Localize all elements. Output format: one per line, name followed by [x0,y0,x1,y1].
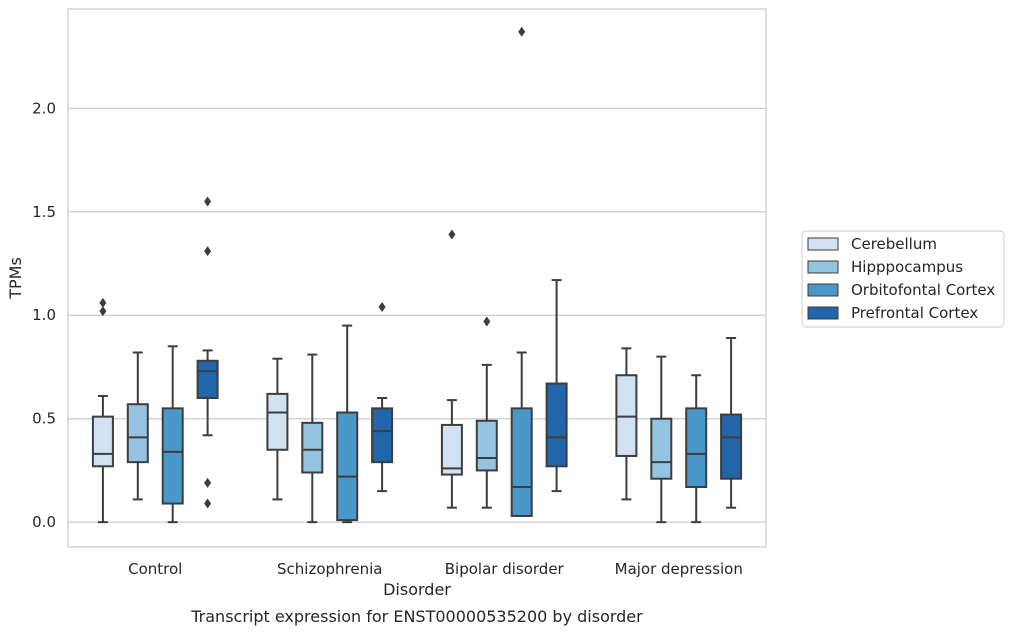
legend-entry: Hipppocampus [851,258,963,276]
y-tick-label: 1.5 [32,203,56,221]
box-series [91,26,743,524]
box-iqr [615,374,638,457]
box-iqr [371,407,394,464]
y-axis-label: TPMs [6,257,25,300]
box-cerebellum [91,297,114,524]
outlier-point [204,246,212,257]
y-tick-label: 0.5 [32,410,56,428]
gridlines [68,107,766,523]
y-tick-labels: 0.0 0.5 1.0 1.5 2.0 [32,99,56,531]
box-cerebellum [266,357,289,501]
legend-swatch [807,283,839,297]
box-iqr [545,382,568,468]
box-hipppocampus [650,355,673,524]
box-prefrontal-cortex [720,337,743,509]
x-tick-labels: Control Schizophrenia Bipolar disorder Majo… [128,560,743,578]
outlier-point [378,301,386,312]
box-iqr [126,403,149,464]
box-orbitofontal-cortex [685,374,708,524]
legend: Cerebellum Hipppocampus Orbitofontal Corte… [801,230,1005,328]
box-iqr [510,407,533,517]
outlier-point [448,229,456,240]
outlier-point [483,316,491,327]
legend-entry: Prefrontal Cortex [851,304,978,322]
box-iqr [301,421,324,474]
x-tick-label: Schizophrenia [277,560,382,578]
outlier-point [99,306,107,317]
box-orbitofontal-cortex [510,26,533,517]
y-tick-label: 0.0 [32,513,56,531]
outlier-point [204,196,212,207]
box-iqr [161,407,184,505]
y-tick-label: 2.0 [32,99,56,117]
plot-area-frame [67,8,767,548]
x-tick-label: Control [128,560,182,578]
box-iqr [650,417,673,480]
box-iqr [91,415,114,468]
legend-swatch [807,306,839,320]
box-cerebellum [440,229,463,509]
box-hipppocampus [126,351,149,501]
box-cerebellum [615,347,638,501]
box-orbitofontal-cortex [336,324,359,524]
legend-swatch [807,260,839,274]
legend-entry: Orbitofontal Cortex [851,281,995,299]
legend-entry: Cerebellum [851,235,937,253]
x-tick-label: Bipolar disorder [445,560,565,578]
outlier-point [204,477,212,488]
box-prefrontal-cortex [196,196,219,509]
x-tick-label: Major depression [615,560,743,578]
chart-title: Transcript expression for ENST0000053520… [190,607,643,626]
box-iqr [196,359,219,400]
outlier-point [204,498,212,509]
box-iqr [475,419,498,472]
box-iqr [440,423,463,476]
box-orbitofontal-cortex [161,345,184,524]
x-axis-label: Disorder [383,580,451,599]
legend-frame [801,230,1005,328]
box-iqr [685,407,708,488]
box-iqr [336,411,359,522]
box-iqr [266,392,289,451]
outlier-point [99,297,107,308]
box-hipppocampus [301,353,324,524]
y-tick-label: 1.0 [32,306,56,324]
legend-swatch [807,237,839,251]
box-iqr [720,413,743,480]
outlier-point [518,26,526,37]
box-prefrontal-cortex [545,279,568,493]
box-hipppocampus [475,316,498,509]
box-prefrontal-cortex [371,301,394,493]
